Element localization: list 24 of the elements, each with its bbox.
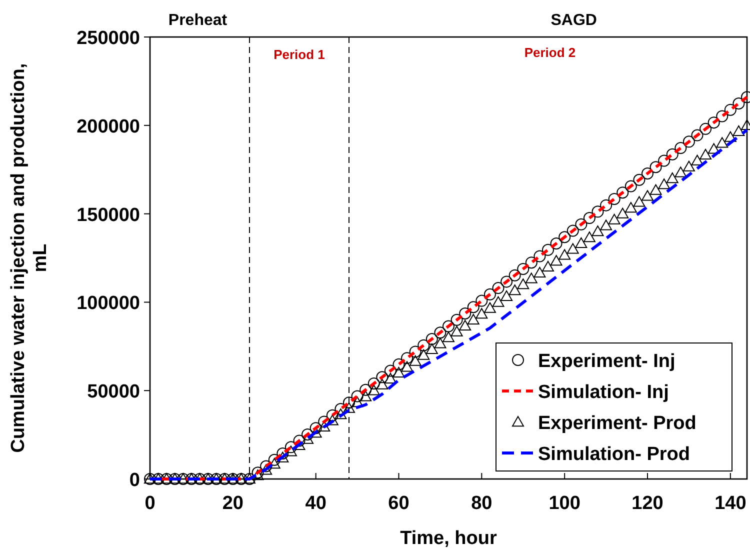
x-tick-label: 60: [388, 493, 410, 514]
legend-label: Experiment- Inj: [538, 351, 676, 372]
y-tick-label: 0: [129, 470, 140, 491]
x-tick-label: 120: [632, 493, 664, 514]
x-tick-label: 20: [222, 493, 244, 514]
y-tick-label: 100000: [76, 293, 140, 314]
legend-label: Simulation- Inj: [538, 382, 669, 403]
y-tick-label: 250000: [76, 28, 140, 49]
y-tick-label: 50000: [87, 382, 140, 403]
x-tick-label: 80: [471, 493, 492, 514]
legend-label: Experiment- Prod: [538, 413, 696, 434]
x-axis-title: Time, hour: [400, 528, 498, 549]
x-tick-label: 0: [144, 493, 156, 514]
legend-label: Simulation- Prod: [538, 444, 690, 465]
annotation: Period 1: [274, 47, 325, 62]
y-tick-label: 200000: [76, 116, 140, 138]
x-tick-label: 140: [714, 493, 746, 514]
annotation: Period 2: [524, 45, 576, 60]
y-axis-title: Cumulative water injection and production, mL: [8, 63, 51, 453]
x-tick-label: 100: [548, 493, 580, 514]
x-tick-label: 40: [305, 493, 326, 514]
text: SAGD: [550, 12, 597, 29]
text: Preheat: [168, 12, 228, 29]
y-tick-label: 150000: [76, 204, 140, 226]
